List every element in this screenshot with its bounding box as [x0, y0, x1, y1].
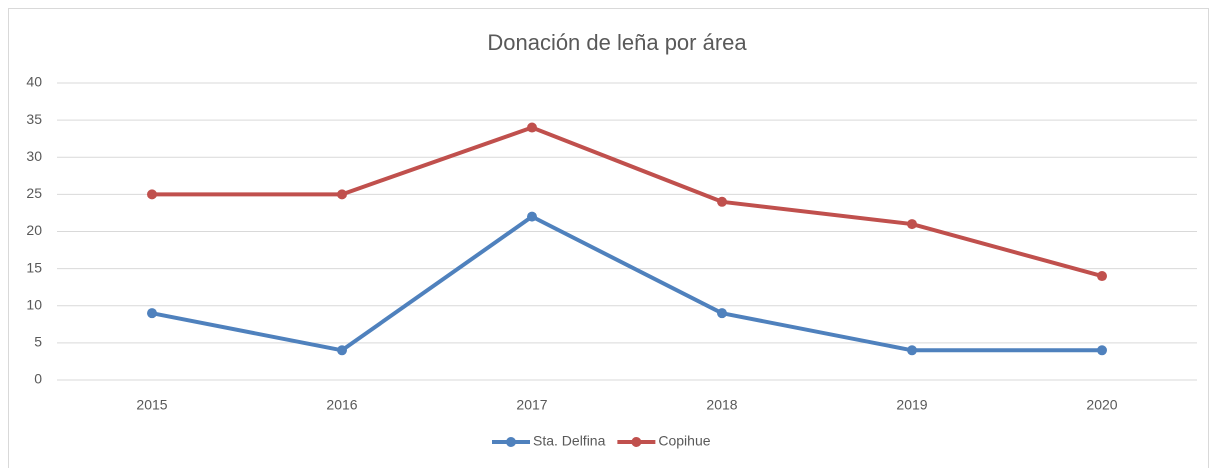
y-tick-label: 0	[34, 371, 42, 387]
data-point	[337, 345, 347, 356]
x-tick-label: 2016	[326, 397, 357, 413]
chart-title: Donación de leña por área	[487, 30, 747, 55]
x-tick-label: 2015	[136, 397, 167, 413]
x-tick-label: 2018	[706, 397, 737, 413]
data-point	[147, 189, 157, 200]
data-point	[527, 122, 537, 133]
legend-label: Sta. Delfina	[533, 433, 606, 449]
data-point	[1097, 345, 1107, 356]
y-tick-label: 40	[26, 74, 42, 90]
data-point	[907, 219, 917, 230]
y-tick-label: 5	[34, 334, 42, 350]
x-tick-label: 2019	[896, 397, 927, 413]
x-tick-label: 2017	[516, 397, 547, 413]
y-tick-label: 30	[26, 148, 42, 164]
data-point	[907, 345, 917, 356]
y-tick-label: 15	[26, 259, 42, 275]
y-tick-label: 25	[26, 185, 42, 201]
series-line	[151, 214, 1102, 353]
y-tick-label: 20	[26, 222, 42, 238]
data-point	[337, 189, 347, 200]
data-point	[717, 308, 727, 319]
legend-marker	[506, 437, 516, 447]
data-point	[147, 308, 157, 319]
data-point	[717, 196, 727, 207]
y-tick-label: 35	[26, 111, 42, 127]
series-line	[152, 125, 1103, 278]
chart-border	[8, 8, 1209, 468]
y-tick-label: 10	[26, 296, 42, 312]
legend-label: Copihue	[658, 433, 710, 449]
x-tick-label: 2020	[1086, 397, 1117, 413]
data-point	[1097, 271, 1107, 282]
data-point	[527, 211, 537, 222]
legend-marker	[631, 437, 642, 447]
